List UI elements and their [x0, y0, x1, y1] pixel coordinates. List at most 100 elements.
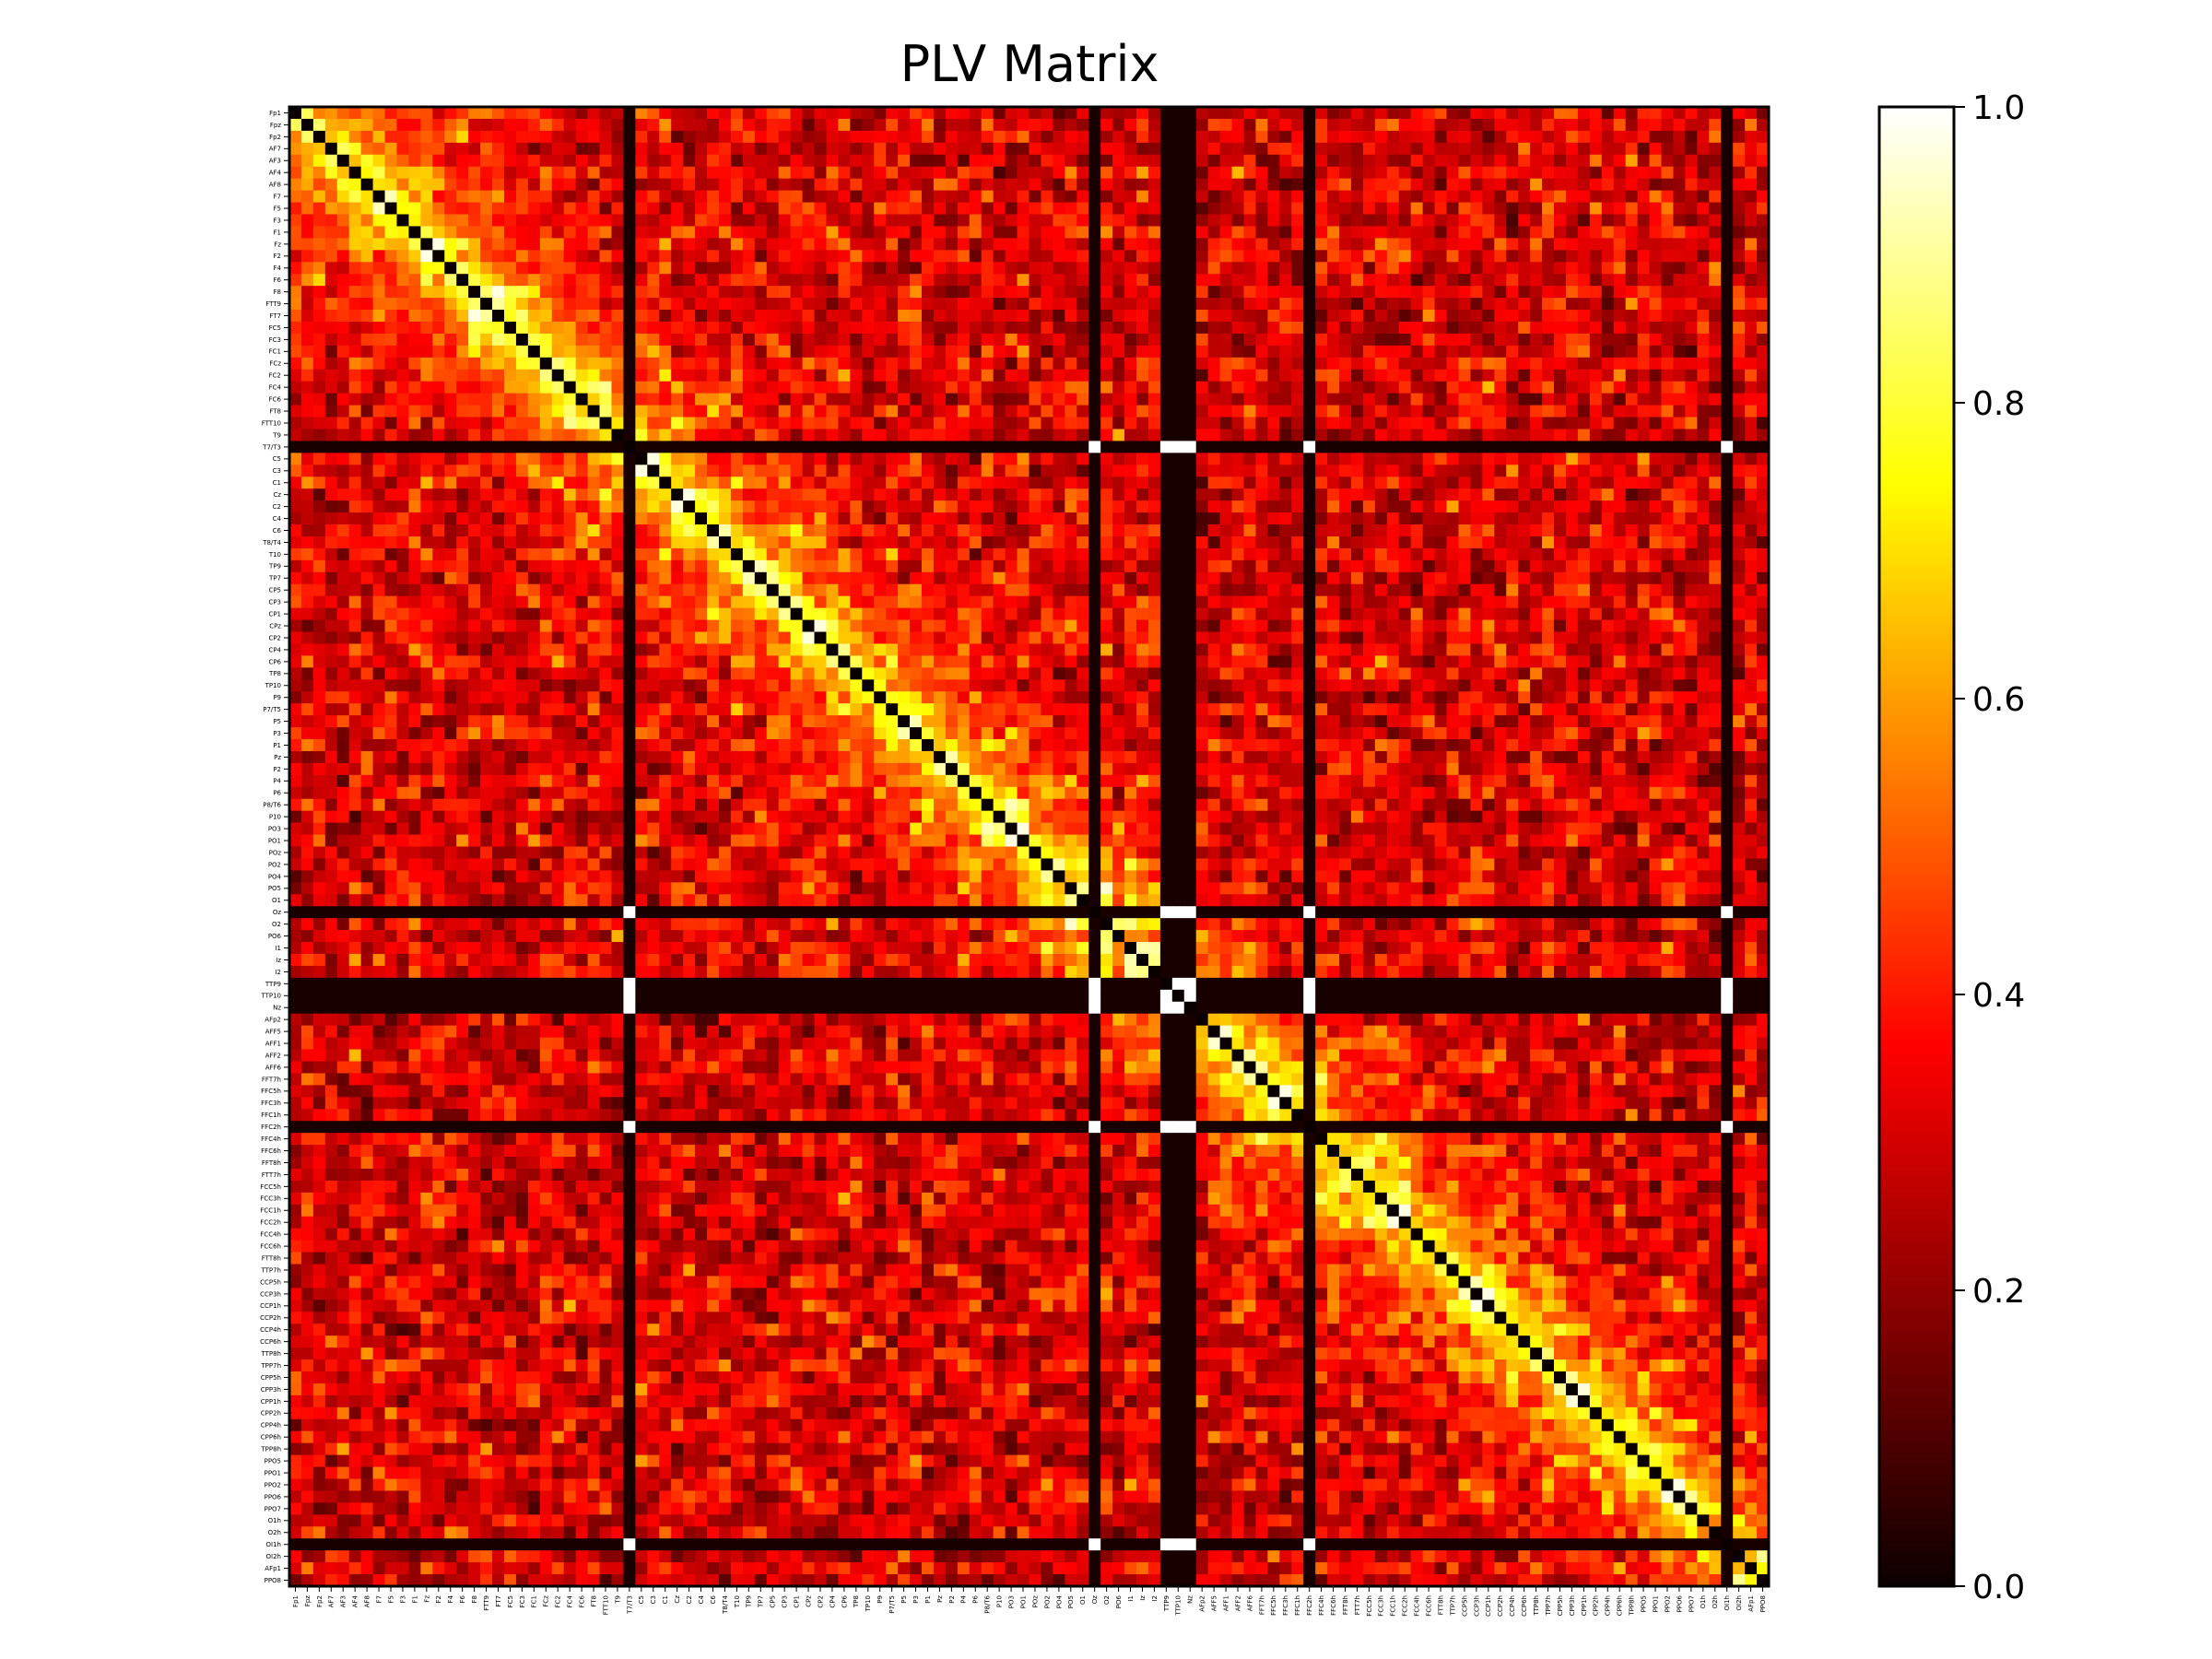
heatmap-cell — [1053, 346, 1065, 359]
heatmap-cell — [874, 346, 887, 359]
heatmap-cell — [1088, 572, 1101, 585]
heatmap-cell — [767, 524, 780, 537]
heatmap-cell — [838, 418, 851, 430]
heatmap-cell — [1626, 441, 1639, 453]
heatmap-cell — [659, 406, 672, 418]
heatmap-cell — [1327, 572, 1340, 585]
heatmap-cell — [647, 203, 660, 216]
heatmap-cell — [1470, 250, 1483, 263]
heatmap-cell — [1673, 334, 1686, 347]
heatmap-cell — [1650, 322, 1663, 335]
heatmap-cell — [1638, 406, 1651, 418]
heatmap-cell — [1602, 441, 1615, 453]
heatmap-cell — [946, 310, 959, 323]
heatmap-cell — [408, 394, 421, 406]
heatmap-cell — [1423, 453, 1436, 465]
heatmap-cell — [408, 286, 421, 299]
heatmap-cell — [874, 453, 887, 465]
heatmap-cell — [898, 406, 911, 418]
heatmap-cell — [1602, 322, 1615, 335]
heatmap-cell — [1232, 143, 1245, 156]
heatmap-cell — [1626, 322, 1639, 335]
heatmap-cell — [1614, 465, 1627, 477]
heatmap-cell — [1030, 441, 1042, 453]
heatmap-cell — [337, 286, 350, 299]
heatmap-cell — [349, 107, 362, 120]
heatmap-cell — [1447, 322, 1460, 335]
heatmap-cell — [600, 536, 613, 549]
heatmap-cell — [1411, 524, 1424, 537]
heatmap-cell — [456, 238, 469, 251]
heatmap-cell — [659, 536, 672, 549]
heatmap-cell — [1435, 500, 1448, 513]
heatmap-cell — [1124, 167, 1137, 180]
heatmap-cell — [1662, 429, 1675, 441]
heatmap-cell — [910, 453, 923, 465]
heatmap-cell — [1697, 346, 1710, 359]
heatmap-cell — [1243, 406, 1256, 418]
heatmap-cell — [396, 107, 409, 120]
heatmap-cell — [695, 131, 708, 144]
heatmap-cell — [600, 143, 613, 156]
heatmap-cell — [1196, 298, 1209, 311]
heatmap-cell — [970, 358, 982, 371]
heatmap-cell — [1590, 214, 1603, 227]
heatmap-cell — [301, 107, 314, 120]
heatmap-cell — [301, 250, 314, 263]
heatmap-cell — [1530, 334, 1543, 347]
heatmap-cell — [838, 548, 851, 561]
heatmap-cell — [420, 203, 433, 216]
heatmap-cell — [815, 346, 828, 359]
heatmap-cell — [1590, 453, 1603, 465]
heatmap-cell — [1482, 179, 1495, 192]
heatmap-cell — [361, 429, 374, 441]
heatmap-cell — [815, 334, 828, 347]
heatmap-cell — [1673, 250, 1686, 263]
heatmap-cell — [1506, 536, 1519, 549]
heatmap-cell — [1208, 238, 1221, 251]
heatmap-cell — [611, 536, 624, 549]
heatmap-cell — [1435, 572, 1448, 585]
heatmap-cell — [1136, 488, 1149, 501]
heatmap-cell — [779, 406, 792, 418]
heatmap-cell — [1590, 250, 1603, 263]
heatmap-cell — [385, 429, 398, 441]
heatmap-cell — [1470, 441, 1483, 453]
heatmap-cell — [1447, 286, 1460, 299]
heatmap-cell — [1088, 394, 1101, 406]
heatmap-cell — [289, 334, 302, 347]
heatmap-cell — [1018, 346, 1030, 359]
heatmap-cell — [540, 477, 553, 489]
heatmap-cell — [1566, 203, 1579, 216]
heatmap-cell — [695, 441, 708, 453]
heatmap-cell — [1339, 310, 1352, 323]
heatmap-cell — [695, 429, 708, 441]
heatmap-cell — [1638, 536, 1651, 549]
heatmap-cell — [576, 429, 589, 441]
heatmap-cell — [361, 238, 374, 251]
heatmap-cell — [1232, 298, 1245, 311]
heatmap-cell — [815, 155, 828, 168]
heatmap-cell — [1041, 370, 1053, 382]
heatmap-cell — [1184, 548, 1197, 561]
heatmap-cell — [1626, 119, 1639, 132]
heatmap-cell — [1375, 512, 1388, 525]
heatmap-cell — [934, 226, 947, 239]
heatmap-cell — [1363, 226, 1376, 239]
heatmap-cell — [1112, 214, 1125, 227]
heatmap-cell — [695, 226, 708, 239]
heatmap-cell — [695, 107, 708, 120]
heatmap-cell — [301, 441, 314, 453]
heatmap-cell — [1053, 334, 1065, 347]
heatmap-cell — [934, 346, 947, 359]
heatmap-cell — [1411, 382, 1424, 394]
heatmap-cell — [922, 477, 935, 489]
heatmap-cell — [946, 250, 959, 263]
heatmap-cell — [1685, 334, 1698, 347]
heatmap-cell — [1542, 358, 1555, 371]
heatmap-cell — [994, 477, 1006, 489]
heatmap-cell — [420, 334, 433, 347]
heatmap-cell — [349, 143, 362, 156]
heatmap-cell — [743, 298, 756, 311]
heatmap-cell — [838, 429, 851, 441]
